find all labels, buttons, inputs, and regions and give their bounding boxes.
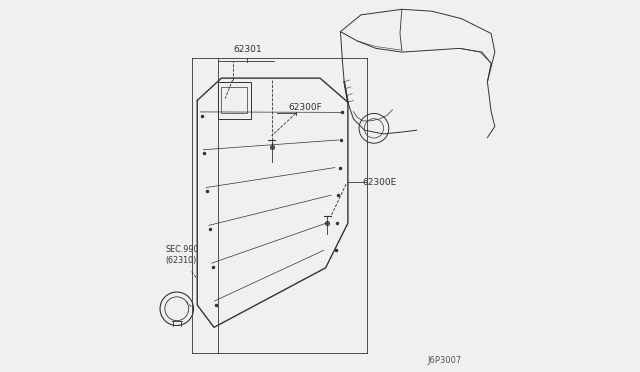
- Text: 62301: 62301: [233, 45, 262, 54]
- Bar: [218, 82, 251, 119]
- Text: SEC.990
(62310): SEC.990 (62310): [166, 245, 199, 264]
- Text: 62300F: 62300F: [288, 103, 322, 112]
- Text: 62300E: 62300E: [362, 178, 396, 187]
- Text: J6P3007: J6P3007: [427, 356, 461, 365]
- Bar: [221, 87, 248, 113]
